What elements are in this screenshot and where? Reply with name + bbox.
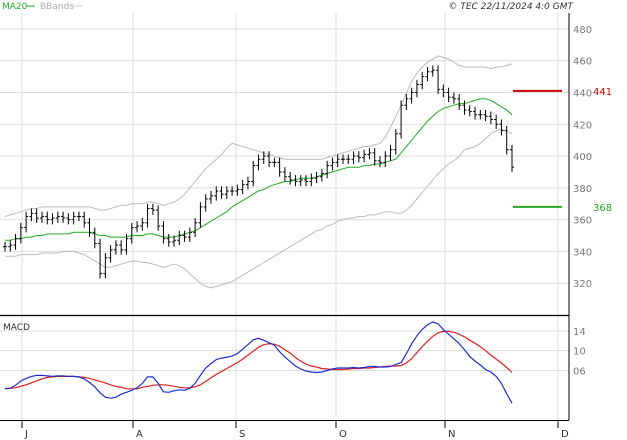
month-tick-label: S	[239, 429, 245, 440]
macd-tick-label: 14	[573, 327, 586, 338]
month-tick-label: D	[561, 429, 569, 440]
macd-tick-label: 06	[573, 366, 586, 377]
price-tick-label: 420	[573, 120, 592, 131]
level-label-368: 368	[593, 203, 612, 214]
month-tick-label: N	[448, 429, 455, 440]
month-tick-label: O	[339, 429, 347, 440]
price-tick-label: 380	[573, 184, 592, 195]
price-panel-frame	[0, 13, 569, 315]
price-tick-label: 340	[573, 247, 592, 258]
copyright-text: © TEC 22/11/2024 4:0 GMT	[448, 2, 574, 12]
price-tick-label: 460	[573, 57, 592, 68]
macd-panel-title: MACD	[3, 323, 30, 333]
macd-tick-label: 10	[573, 347, 586, 358]
price-tick-label: 400	[573, 152, 592, 163]
price-tick-label: 480	[573, 25, 592, 36]
ma20-legend-label: MA20	[2, 2, 28, 12]
bbands-legend-label: BBands	[40, 2, 74, 12]
level-label-441: 441	[593, 87, 612, 98]
month-tick-label: A	[136, 429, 143, 440]
price-tick-label: 360	[573, 216, 592, 227]
month-tick-label: J	[24, 429, 28, 440]
price-tick-label: 440	[573, 88, 592, 99]
price-tick-label: 320	[573, 279, 592, 290]
